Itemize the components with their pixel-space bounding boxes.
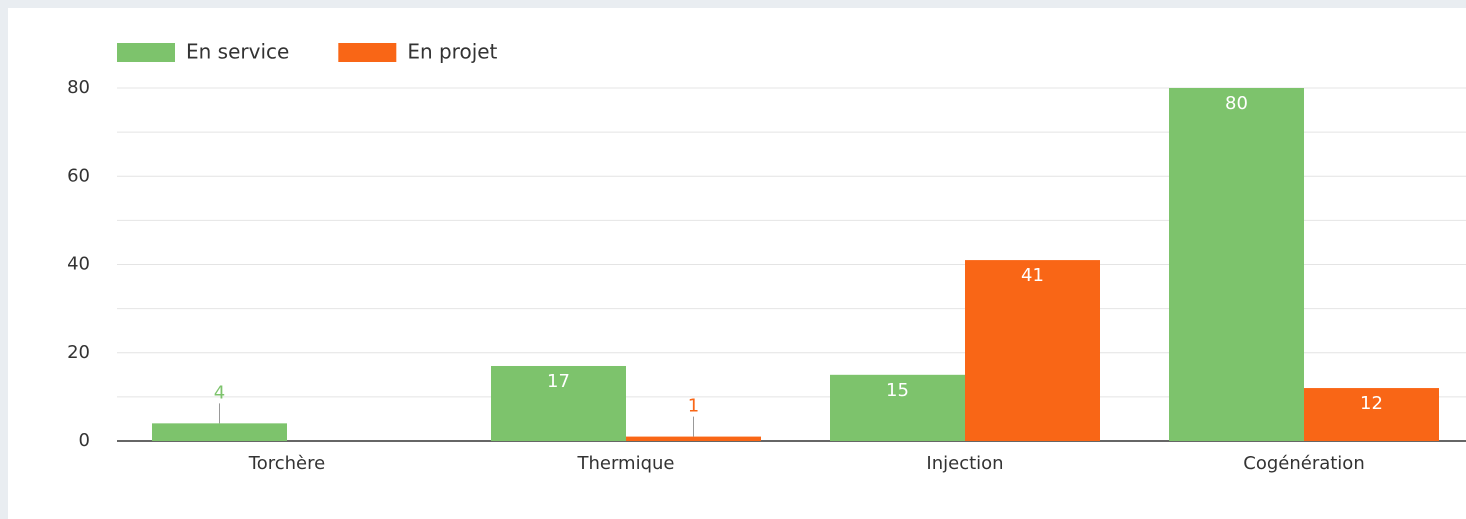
x-tick-label: Cogénération (1243, 453, 1364, 474)
value-label: 4 (214, 382, 225, 403)
x-tick-label: Injection (926, 453, 1003, 474)
value-label: 17 (547, 371, 570, 392)
value-label: 1 (688, 396, 699, 417)
x-tick-label: Torchère (248, 453, 325, 474)
value-label: 15 (886, 380, 909, 401)
y-tick-label: 0 (79, 430, 90, 451)
bar (1169, 88, 1304, 441)
bar (965, 260, 1100, 441)
legend-label: En service (186, 40, 289, 64)
bar (491, 365, 626, 441)
y-tick-label: 60 (67, 165, 90, 186)
bar (1304, 388, 1439, 441)
y-tick-label: 20 (67, 342, 90, 363)
bar (152, 423, 287, 441)
value-label: 12 (1360, 393, 1383, 414)
bar (830, 374, 965, 441)
y-tick-label: 40 (67, 254, 90, 275)
x-tick-label: Thermique (576, 453, 674, 474)
value-label: 80 (1225, 93, 1248, 114)
y-tick-label: 80 (67, 77, 90, 98)
legend-label: En projet (407, 40, 497, 64)
legend-swatch (338, 43, 397, 62)
value-label: 41 (1021, 265, 1044, 286)
legend-swatch (117, 43, 175, 62)
bar (626, 436, 761, 441)
